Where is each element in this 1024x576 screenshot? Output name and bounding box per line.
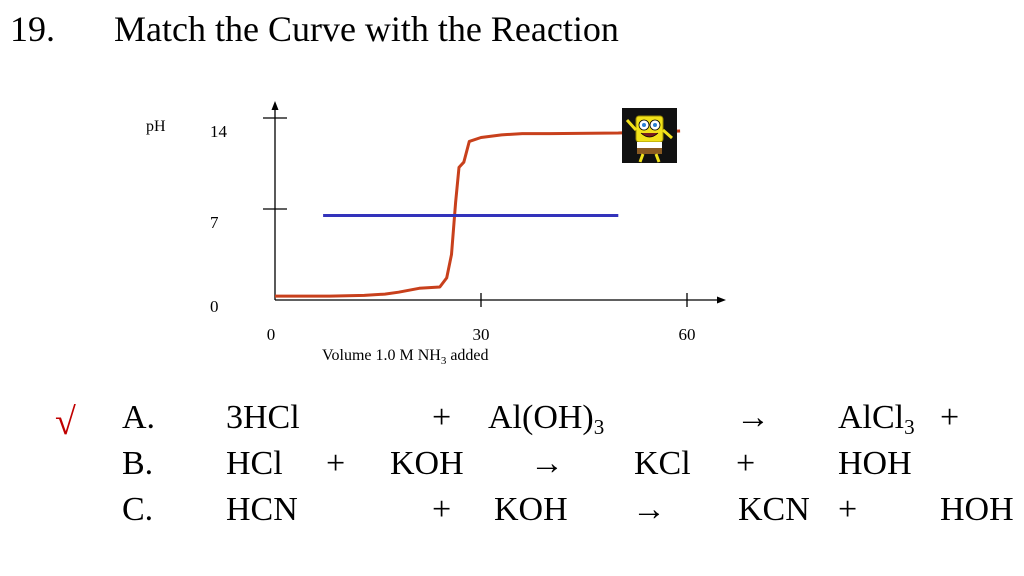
product-2: HOH [940,491,1014,528]
answer-letter: A. [122,399,156,436]
reactant-1: 3HCl [226,399,300,436]
titration-curve-line [275,129,681,298]
correct-check-mark: √ [55,401,76,443]
x-axis-arrow [717,296,726,304]
reaction-arrow: → [632,491,666,528]
product-1: AlCl3 [838,399,915,439]
plus-sign: + [838,491,858,528]
answer-letter: B. [122,445,154,482]
reaction-arrow: → [736,399,770,436]
x-axis-label: Volume 1.0 M NH3 added [322,347,489,367]
x-tick-label: 0 [267,325,276,344]
question-title: Match the Curve with the Reaction [114,9,619,49]
reactant-1: HCN [226,491,298,528]
plus-sign: + [432,399,452,436]
plus-sign: + [326,445,346,482]
x-tick-label: 30 [473,325,490,344]
plus-sign: + [432,491,452,528]
y-tick-label: 0 [210,297,219,316]
product-1: KCN [738,491,810,528]
spongebob-cartoon-icon [622,108,677,163]
reactant-2: Al(OH)3 [488,399,605,439]
question-number: 19. [10,9,55,49]
y-axis-arrow [271,101,279,110]
product-1: KCl [634,445,691,482]
plus-sign: + [736,445,756,482]
x-tick-label: 60 [679,325,696,344]
y-tick-label: 14 [210,122,228,141]
y-axis-label: pH [146,118,166,135]
reaction-arrow: → [530,445,564,482]
plus-sign: + [940,399,960,436]
reactant-2: KOH [494,491,568,528]
reactant-2: KOH [390,445,464,482]
answer-letter: C. [122,491,154,528]
reactant-1: HCl [226,445,283,482]
product-2: HOH [838,445,912,482]
y-tick-label: 7 [210,213,219,232]
